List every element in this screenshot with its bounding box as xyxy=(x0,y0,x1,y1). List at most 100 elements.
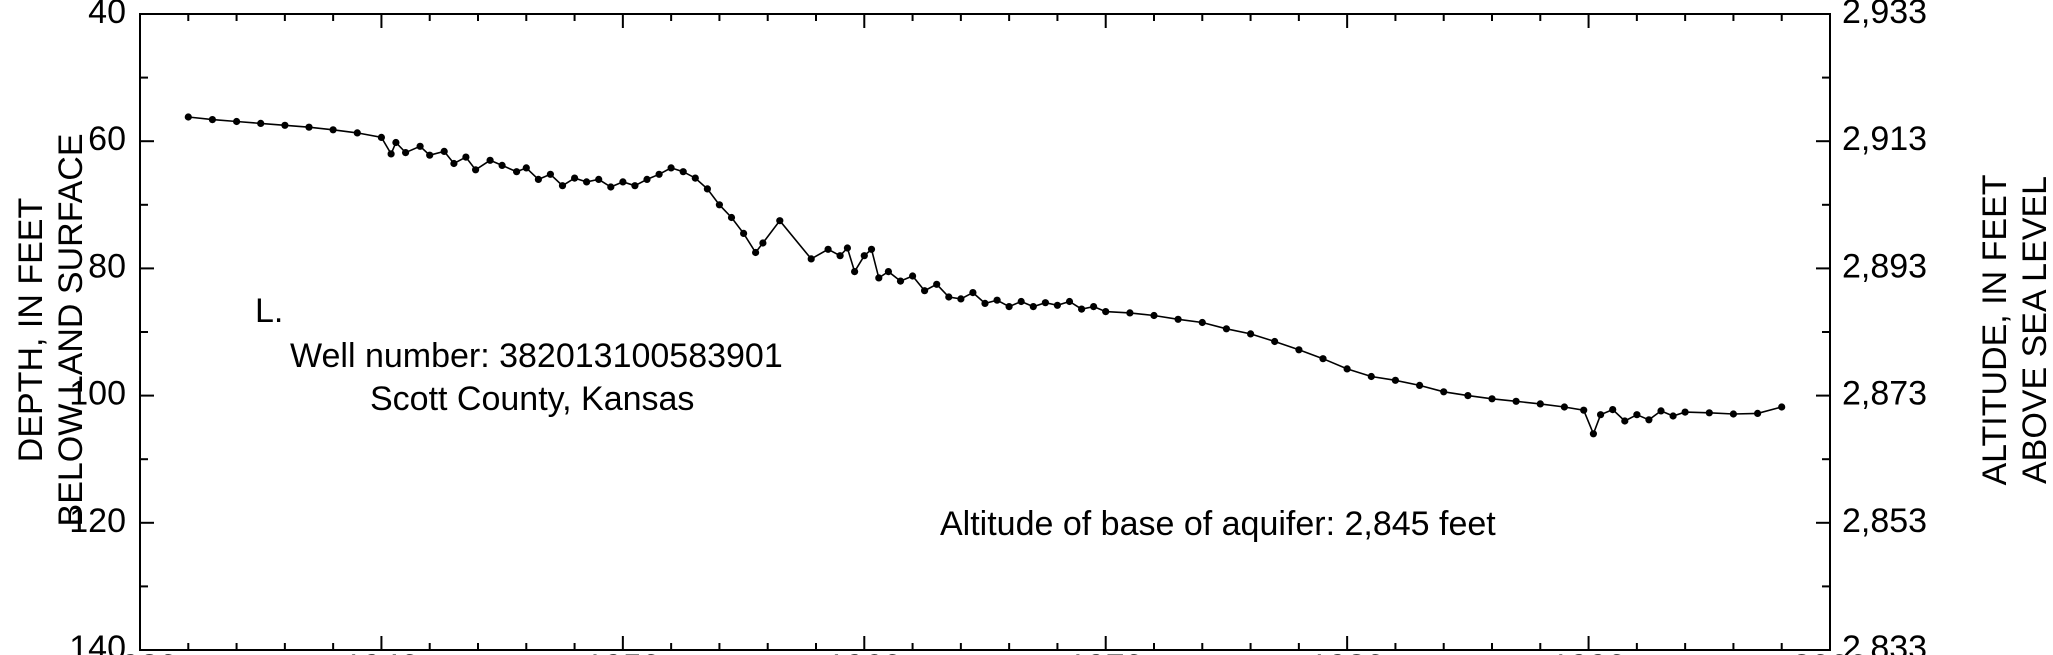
water-level-point xyxy=(1029,303,1037,311)
water-level-point xyxy=(281,121,289,129)
water-level-point xyxy=(1247,330,1255,338)
water-level-point xyxy=(426,151,434,159)
water-level-point xyxy=(1174,315,1182,323)
water-level-point xyxy=(715,201,724,209)
water-level-point xyxy=(1512,397,1520,405)
water-level-point xyxy=(1078,305,1086,313)
y-left-tick-label: 40 xyxy=(88,0,126,31)
water-level-point xyxy=(1150,311,1158,320)
x-tick-label: 1960 xyxy=(826,648,902,655)
water-level-point xyxy=(595,175,603,183)
water-level-point xyxy=(450,159,458,168)
aquifer-base-note: Altitude of base of aquifer: 2,845 feet xyxy=(940,505,1496,543)
water-level-point xyxy=(776,217,784,225)
water-level-point xyxy=(513,168,521,176)
panel-label: L. xyxy=(255,292,283,330)
water-level-point xyxy=(1754,409,1762,417)
water-level-point xyxy=(1126,309,1134,317)
water-level-point xyxy=(667,164,675,172)
water-level-point xyxy=(993,296,1001,304)
water-level-point xyxy=(981,299,989,307)
water-level-point xyxy=(1536,400,1544,408)
water-level-point xyxy=(1669,412,1677,420)
water-level-point xyxy=(843,244,852,252)
y-right-tick-label: 2,833 xyxy=(1842,629,1927,655)
y-left-tick-label: 80 xyxy=(88,247,126,285)
water-level-point xyxy=(957,295,965,303)
water-level-point xyxy=(233,117,241,126)
water-level-point xyxy=(1488,395,1496,403)
water-level-point xyxy=(1560,403,1568,411)
water-level-point xyxy=(727,213,736,222)
water-level-point xyxy=(1621,417,1629,425)
water-level-point xyxy=(875,274,883,282)
water-level-point xyxy=(1705,409,1713,417)
water-level-point xyxy=(1005,303,1013,311)
water-level-point xyxy=(921,287,929,295)
water-level-point xyxy=(1391,376,1399,384)
water-level-point xyxy=(896,277,905,285)
water-level-point xyxy=(1580,406,1588,414)
water-level-point xyxy=(655,170,663,178)
water-level-point xyxy=(909,272,917,280)
water-level-point xyxy=(440,147,448,155)
x-tick-label: 2000 xyxy=(1792,648,1868,655)
water-level-point xyxy=(1597,411,1605,419)
y-right-tick-label: 2,893 xyxy=(1842,247,1927,285)
water-level-point xyxy=(1271,337,1279,346)
water-level-point xyxy=(867,245,876,253)
water-level-point xyxy=(1102,308,1110,316)
water-level-point xyxy=(1633,411,1641,419)
water-level-point xyxy=(486,156,494,164)
water-level-point xyxy=(945,293,953,301)
water-level-point xyxy=(1065,297,1074,306)
water-level-point xyxy=(933,280,941,288)
water-level-point xyxy=(969,289,977,297)
water-level-point xyxy=(1645,416,1653,424)
water-level-point xyxy=(807,255,815,263)
water-level-point xyxy=(679,168,687,176)
y-left-tick-label: 100 xyxy=(69,375,126,413)
water-level-point xyxy=(546,170,555,178)
water-level-point xyxy=(1681,408,1689,416)
water-level-point xyxy=(558,182,567,190)
plot-frame xyxy=(139,13,1831,651)
water-level-point xyxy=(1053,301,1061,309)
x-tick-label: 1970 xyxy=(1068,648,1144,655)
county-label: Scott County, Kansas xyxy=(370,380,694,418)
water-level-point xyxy=(1416,381,1424,389)
x-tick-label: 1950 xyxy=(585,648,661,655)
well-number-label: Well number: 382013100583901 xyxy=(290,337,783,375)
water-level-point xyxy=(1222,325,1230,333)
x-tick-label: 1940 xyxy=(344,648,420,655)
water-level-point xyxy=(1778,403,1786,411)
left-axis-title-line1: DEPTH, IN FEET xyxy=(12,198,50,462)
water-level-point xyxy=(416,142,424,150)
water-level-point xyxy=(1729,410,1737,418)
water-level-point xyxy=(392,138,400,147)
water-level-point xyxy=(643,175,651,183)
x-tick-label: 1930 xyxy=(102,648,178,655)
water-level-point xyxy=(631,182,639,190)
y-left-tick-label: 140 xyxy=(69,629,126,655)
water-level-point xyxy=(1464,392,1472,400)
series-layer xyxy=(184,113,1786,438)
water-level-point xyxy=(498,161,506,169)
water-level-point xyxy=(534,175,543,183)
right-axis-title-line1: ALTITUDE, IN FEET xyxy=(1976,174,2014,485)
water-level-point xyxy=(851,268,859,276)
water-level-point xyxy=(257,119,265,127)
water-level-point xyxy=(208,116,216,124)
y-right-tick-label: 2,913 xyxy=(1842,120,1927,158)
water-level-point xyxy=(571,174,579,182)
x-tick-label: 1980 xyxy=(1309,648,1385,655)
water-level-point xyxy=(1295,346,1303,354)
water-level-point xyxy=(703,185,712,193)
water-level-point xyxy=(305,123,313,131)
right-axis-title-line2: ABOVE SEA LEVEL xyxy=(2016,176,2053,484)
water-level-point xyxy=(184,113,192,121)
water-level-point xyxy=(1090,303,1098,311)
y-left-tick-label: 60 xyxy=(88,120,126,158)
water-level-point xyxy=(1017,297,1025,306)
